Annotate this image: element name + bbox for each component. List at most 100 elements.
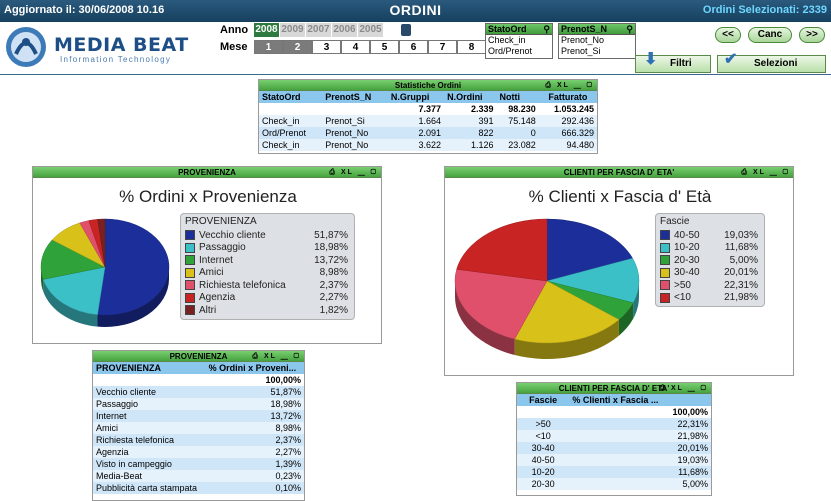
fascia-eta-chart[interactable]: CLIENTI PER FASCIA D' ETA' ⎙ XL ▁ ▢ % Cli… [444, 166, 794, 376]
column-header[interactable]: PROVENIENZA [93, 362, 206, 374]
legend-item[interactable]: Internet 13,72% [181, 254, 354, 267]
year-option[interactable]: 2006 [332, 23, 357, 37]
table-row[interactable]: 10-20 11,68% [517, 466, 711, 478]
legend-item[interactable]: 40-50 19,03% [656, 229, 764, 242]
column-header[interactable]: N.Gruppi [387, 91, 445, 103]
filtri-button[interactable]: ⬇ Filtri [635, 52, 711, 73]
column-header[interactable]: Notti [496, 91, 539, 103]
table-row[interactable]: Internet 13,72% [93, 410, 304, 422]
pie-slice[interactable] [42, 266, 106, 315]
provenienza-chart[interactable]: PROVENIENZA ⎙ XL ▁ ▢ % Ordini x Provenien… [32, 166, 382, 344]
legend-label: Amici [199, 267, 224, 279]
pie-slice[interactable] [456, 218, 548, 282]
search-icon[interactable]: ⚲ [626, 24, 633, 34]
year-option[interactable]: 2008 [254, 23, 279, 37]
prenots-header: PrenotS_N ⚲ [559, 24, 635, 35]
table-row[interactable]: <10 21,98% [517, 430, 711, 442]
table-cell: 11,68% [569, 466, 711, 478]
month-option[interactable]: 1 [254, 40, 283, 54]
month-option[interactable]: 6 [399, 40, 428, 54]
list-item[interactable]: Ord/Prenot [488, 46, 533, 56]
legend-item[interactable]: >50 22,31% [656, 279, 764, 292]
legend-item[interactable]: Agenzia 2,27% [181, 292, 354, 305]
mese-label: Mese [220, 41, 248, 53]
legend-item[interactable]: 20-30 5,00% [656, 254, 764, 267]
list-item[interactable]: Prenot_No [561, 35, 605, 45]
month-option[interactable]: 5 [370, 40, 399, 54]
pie-slice[interactable] [546, 257, 640, 304]
legend-item[interactable]: Vecchio cliente 51,87% [181, 229, 354, 242]
legend-item[interactable]: 10-20 11,68% [656, 242, 764, 255]
legend-value: 5,00% [729, 254, 758, 266]
table-row[interactable]: Pubblicità carta stampata 0,10% [93, 482, 304, 494]
table-row[interactable]: Agenzia 2,27% [93, 446, 304, 458]
column-header[interactable]: Fatturato [538, 91, 597, 103]
fascia-eta-table[interactable]: CLIENTI PER FASCIA D' ETA' ⎙ XL ▁ ▢ Fasci… [516, 382, 712, 496]
legend-label: 10-20 [674, 242, 700, 254]
year-option[interactable]: 2007 [306, 23, 331, 37]
table-cell: Check_in [259, 139, 323, 151]
table-row[interactable]: Check_in Prenot_No 3.622 1.126 23.082 94.48… [259, 139, 597, 151]
table-row[interactable]: Ord/Prenot Prenot_No 2.091 822 0 666.329 [259, 127, 597, 139]
window-controls-icon[interactable]: ⎙ XL ▁ ▢ [545, 82, 594, 89]
table-row[interactable]: Amici 8,98% [93, 422, 304, 434]
table-row[interactable]: Check_in Prenot_Si 1.664 391 75.148 292.436 [259, 115, 597, 127]
month-option[interactable]: 3 [312, 40, 341, 54]
pie-slice[interactable] [514, 280, 620, 344]
month-option[interactable]: 8 [457, 40, 486, 54]
table-cell: Richiesta telefonica [93, 434, 206, 446]
statoord-listbox[interactable]: StatoOrd ⚲ Check_in Ord/Prenot [485, 23, 553, 59]
divider [0, 74, 831, 75]
column-header[interactable]: StatoOrd [259, 91, 323, 103]
pie-slice[interactable] [97, 218, 106, 268]
window-controls-icon[interactable]: ⎙ XL ▁ ▢ [329, 169, 378, 176]
window-controls-icon[interactable]: ⎙ XL ▁ ▢ [252, 353, 301, 360]
table-row[interactable]: 30-40 20,01% [517, 442, 711, 454]
year-scroll-icon[interactable] [401, 24, 411, 36]
pie-slice[interactable] [40, 239, 106, 280]
stats-table[interactable]: Statistiche Ordini ⎙ XL ▁ ▢ StatoOrd Pren… [258, 79, 598, 154]
table-cell: 822 [444, 127, 497, 139]
list-item[interactable]: Prenot_Si [561, 46, 601, 56]
column-header[interactable]: % Ordini x Proveni... [205, 362, 304, 374]
legend-item[interactable]: Passaggio 18,98% [181, 242, 354, 255]
table-cell: 391 [444, 115, 497, 127]
month-option[interactable]: 2 [283, 40, 312, 54]
pie-slice[interactable] [546, 218, 633, 282]
legend-item[interactable]: <10 21,98% [656, 292, 764, 305]
column-header[interactable]: % Clienti x Fascia ... [569, 394, 711, 406]
list-item[interactable]: Check_in [488, 35, 526, 45]
legend-item[interactable]: 30-40 20,01% [656, 267, 764, 280]
prev-button[interactable]: << [715, 27, 741, 43]
window-controls-icon[interactable]: ⎙ XL ▁ ▢ [659, 385, 708, 392]
table-row[interactable]: Vecchio cliente 51,87% [93, 386, 304, 398]
table-row[interactable]: Visto in campeggio 1,39% [93, 458, 304, 470]
provenienza-table[interactable]: PROVENIENZA ⎙ XL ▁ ▢ PROVENIENZA % Ordini… [92, 350, 305, 501]
column-header[interactable]: N.Ordini [444, 91, 497, 103]
pie-slice[interactable] [454, 269, 548, 340]
table-row[interactable]: 20-30 5,00% [517, 478, 711, 490]
next-button[interactable]: >> [799, 27, 825, 43]
year-option[interactable]: 2005 [358, 23, 383, 37]
legend-value: 2,27% [319, 292, 348, 304]
year-option[interactable]: 2009 [280, 23, 305, 37]
table-row[interactable]: 40-50 19,03% [517, 454, 711, 466]
legend-item[interactable]: Altri 1,82% [181, 304, 354, 317]
month-option[interactable]: 4 [341, 40, 370, 54]
cancel-button[interactable]: Canc [748, 27, 792, 43]
search-icon[interactable]: ⚲ [543, 24, 550, 34]
table-cell: 292.436 [538, 115, 597, 127]
column-header[interactable]: PrenotS_N [322, 91, 388, 103]
month-option[interactable]: 7 [428, 40, 457, 54]
pie-slice[interactable] [97, 218, 170, 316]
legend-item[interactable]: Amici 8,98% [181, 267, 354, 280]
table-row[interactable]: >50 22,31% [517, 418, 711, 430]
table-row[interactable]: Richiesta telefonica 2,37% [93, 434, 304, 446]
table-row[interactable]: Passaggio 18,98% [93, 398, 304, 410]
prenots-listbox[interactable]: PrenotS_N ⚲ Prenot_No Prenot_Si [558, 23, 636, 59]
window-controls-icon[interactable]: ⎙ XL ▁ ▢ [741, 169, 790, 176]
selezioni-button[interactable]: ✔ Selezioni [717, 52, 826, 73]
legend-item[interactable]: Richiesta telefonica 2,37% [181, 279, 354, 292]
column-header[interactable]: Fascie [517, 394, 570, 406]
table-row[interactable]: Media-Beat 0,23% [93, 470, 304, 482]
